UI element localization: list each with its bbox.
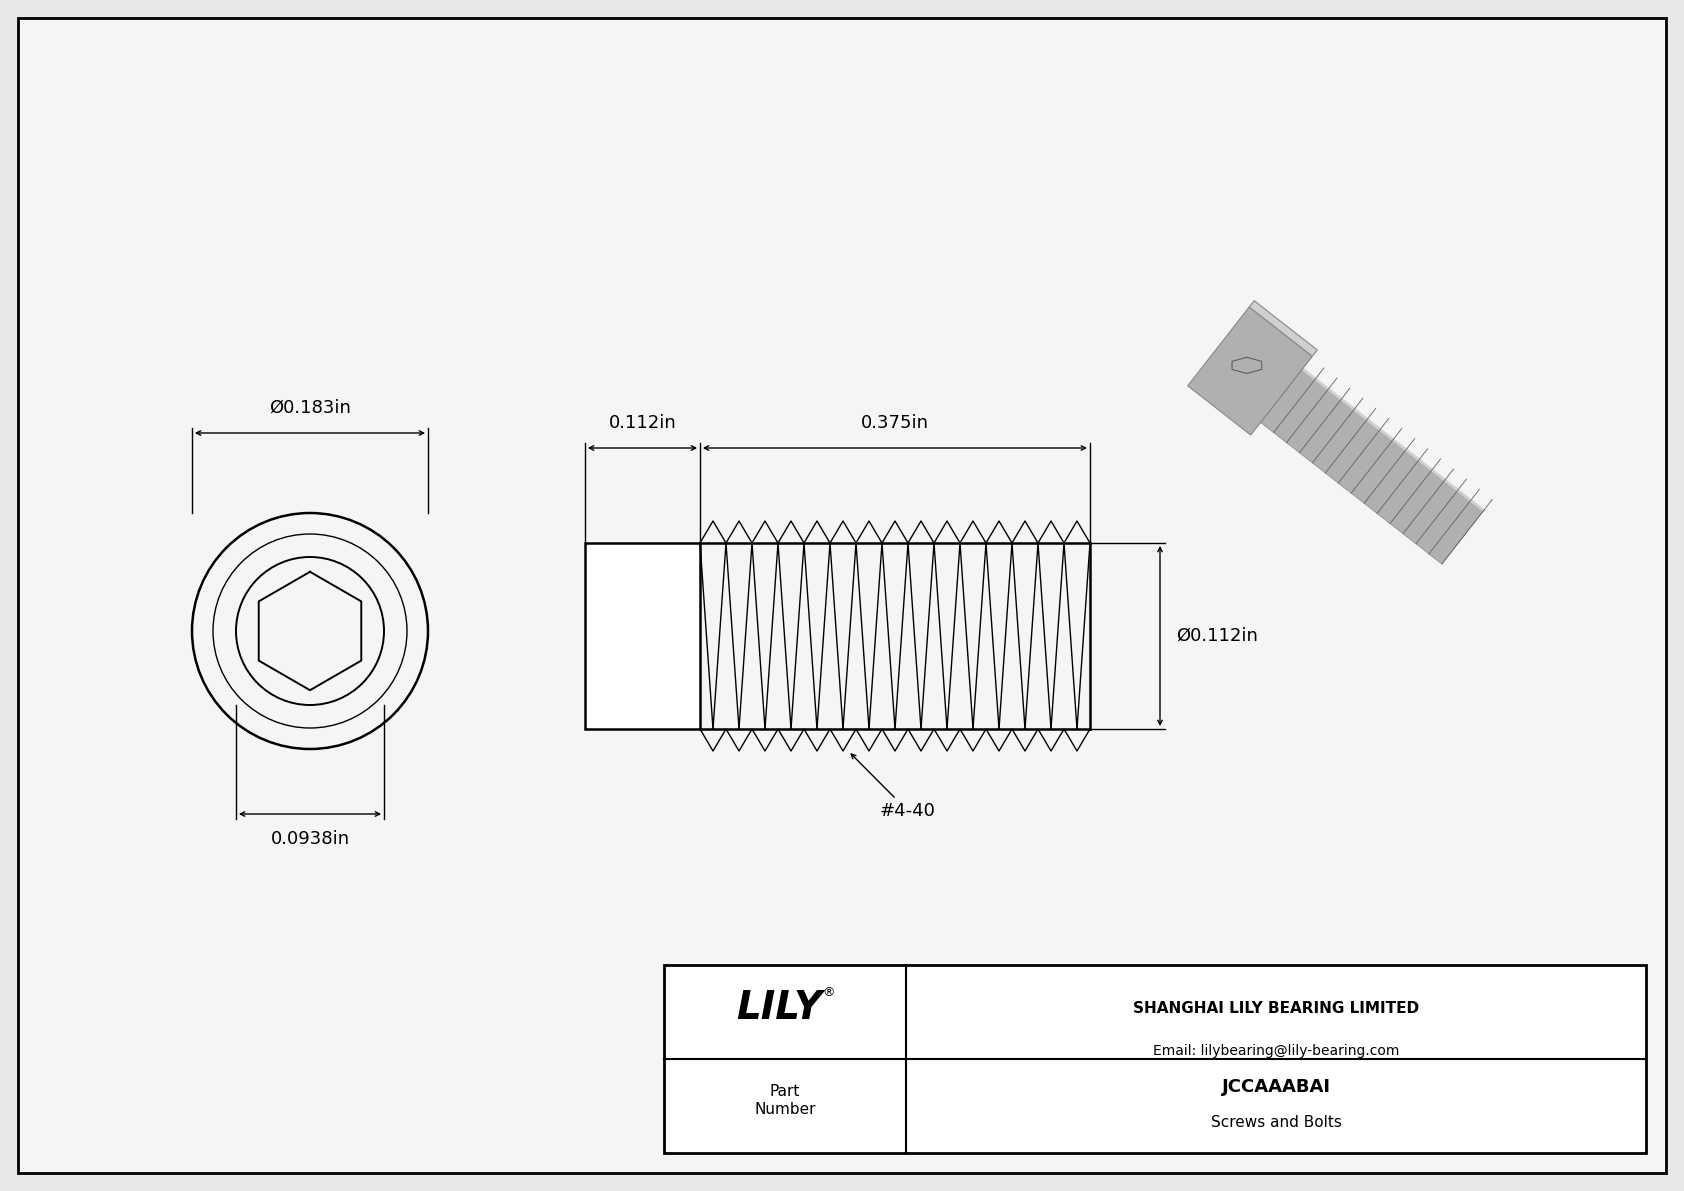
Text: Ø0.112in: Ø0.112in [1175, 626, 1258, 646]
Bar [584, 543, 701, 729]
Text: JCCAAABAI: JCCAAABAI [1221, 1078, 1330, 1096]
Text: Part
Number: Part Number [754, 1084, 815, 1117]
Text: 0.112in: 0.112in [608, 414, 677, 432]
Text: SHANGHAI LILY BEARING LIMITED: SHANGHAI LILY BEARING LIMITED [1133, 1000, 1420, 1016]
Text: Ø0.183in: Ø0.183in [269, 399, 350, 417]
Text: Email: lilybearing@lily-bearing.com: Email: lilybearing@lily-bearing.com [1154, 1045, 1399, 1059]
Polygon shape [1261, 369, 1484, 565]
Text: 0.0938in: 0.0938in [271, 830, 350, 848]
Text: ®: ® [823, 986, 835, 999]
Polygon shape [1250, 300, 1317, 356]
Polygon shape [1187, 307, 1312, 435]
Text: 0.375in: 0.375in [861, 414, 930, 432]
Text: LILY: LILY [736, 990, 822, 1028]
Text: Screws and Bolts: Screws and Bolts [1211, 1116, 1342, 1130]
Bar [663, 965, 1645, 1153]
Text: #4-40: #4-40 [850, 754, 936, 819]
